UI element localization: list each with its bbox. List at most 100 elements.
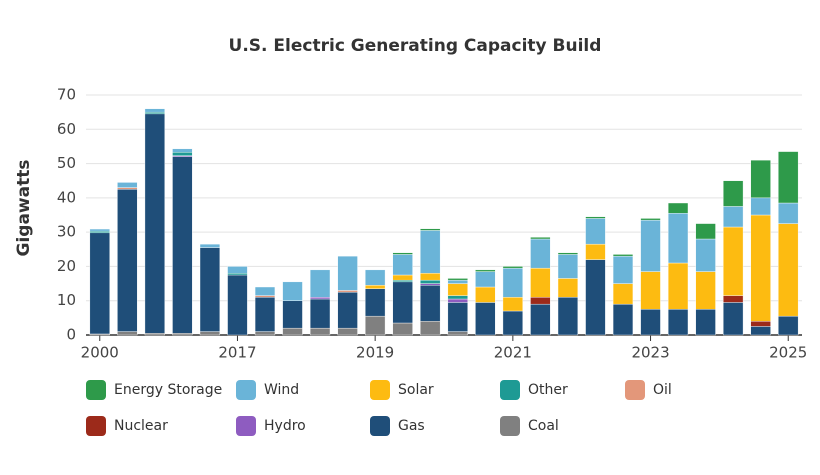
legend-swatch	[500, 416, 520, 436]
y-tick-label: 70	[57, 86, 76, 104]
bar-segment	[640, 218, 661, 221]
bar-segment	[337, 290, 358, 293]
bar-segment	[309, 297, 331, 300]
bar-segment	[172, 156, 193, 334]
bar-segment	[667, 262, 689, 310]
bar-segment	[144, 113, 165, 334]
bar-segment	[365, 288, 386, 317]
bar-segment	[199, 331, 221, 336]
bar-segment	[475, 286, 496, 303]
bar-segment	[282, 281, 303, 301]
bar-segment	[502, 310, 523, 336]
bar-segment	[420, 273, 441, 281]
bar-segment	[447, 298, 468, 303]
bar-segment	[502, 267, 523, 298]
y-tick-label: 10	[57, 291, 76, 309]
bar-segment	[585, 243, 606, 260]
bar-segment	[282, 327, 303, 336]
bar-segment	[199, 243, 221, 248]
legend-label: Wind	[264, 382, 299, 398]
bar-segment	[475, 269, 496, 272]
bar-segment	[667, 213, 689, 264]
legend-swatch	[500, 380, 520, 400]
bar-segment	[365, 315, 386, 336]
y-tick-label: 50	[57, 154, 76, 172]
bar-segment	[144, 333, 165, 336]
bar-segment	[89, 230, 110, 234]
bar-segment	[530, 238, 551, 269]
bar-segment	[750, 159, 771, 199]
bar-segment	[420, 279, 441, 284]
x-tick-label: 2025	[769, 344, 807, 362]
bar-segment	[89, 228, 110, 232]
bar-segment	[89, 232, 110, 335]
bar-segment	[392, 322, 413, 336]
y-tick-label: 20	[57, 257, 76, 275]
bar-segment	[309, 327, 331, 336]
legend-swatch	[625, 380, 645, 400]
bar-segment	[585, 259, 606, 336]
bar-segment	[640, 219, 661, 272]
bar-segment	[585, 216, 606, 219]
x-tick-label: 2019	[356, 344, 394, 362]
bar-segment	[172, 152, 193, 156]
bar-segment	[420, 321, 441, 336]
legend-label: Gas	[398, 418, 425, 434]
bar-segment	[227, 274, 248, 336]
bar-segment	[475, 271, 496, 288]
bar-segment	[337, 255, 358, 291]
bar-segment	[667, 309, 689, 336]
bar-segment	[750, 321, 771, 327]
y-tick-label: 40	[57, 188, 76, 206]
bar-segment	[227, 273, 248, 276]
bar-segment	[612, 283, 634, 305]
bar-segment	[530, 303, 551, 336]
bar-segment	[254, 297, 276, 332]
bar-segment	[585, 218, 606, 245]
bar-segment	[750, 326, 771, 336]
bar-segment	[172, 148, 193, 153]
bar-segment	[254, 331, 276, 336]
bar-segment	[612, 255, 634, 284]
bar-segment	[750, 197, 771, 216]
bar-segment	[667, 202, 689, 214]
bar-segment	[695, 271, 716, 310]
bar-segment	[723, 302, 744, 336]
legend-label: Solar	[398, 382, 434, 398]
legend-label: Oil	[653, 382, 672, 398]
bar-segment	[392, 254, 413, 276]
bar-segment	[695, 223, 716, 240]
bar-segment	[420, 285, 441, 322]
bar-segment	[778, 315, 799, 336]
bar-segment	[778, 202, 799, 224]
bar-segment	[640, 309, 661, 336]
bar-segment	[365, 285, 386, 289]
bar-segment	[557, 254, 579, 279]
bar-segment	[778, 151, 799, 204]
x-tick-label: 2021	[494, 344, 532, 362]
bar-segment	[612, 254, 634, 257]
y-axis-label: Gigawatts	[14, 160, 34, 257]
legend-swatch	[86, 380, 106, 400]
bar-segment	[337, 327, 358, 336]
legend-swatch	[370, 416, 390, 436]
bar-segment	[723, 226, 744, 296]
bar-segment	[475, 302, 496, 336]
bar-segment	[365, 269, 386, 286]
bar-segment	[723, 206, 744, 228]
y-tick-label: 0	[66, 326, 76, 344]
bar-segment	[144, 111, 165, 115]
bar-segment	[502, 266, 523, 269]
bar-segment	[447, 283, 468, 296]
legend-label: Other	[528, 382, 568, 398]
bar-segment	[447, 295, 468, 300]
bar-segment	[557, 278, 579, 298]
bar-segment	[557, 297, 579, 336]
bar-segment	[227, 266, 248, 274]
bar-segment	[117, 189, 138, 332]
bar-segment	[254, 286, 276, 296]
legend-label: Coal	[528, 418, 559, 434]
legend-label: Hydro	[264, 418, 306, 434]
bar-segment	[392, 274, 413, 281]
bar-segment	[254, 295, 276, 298]
